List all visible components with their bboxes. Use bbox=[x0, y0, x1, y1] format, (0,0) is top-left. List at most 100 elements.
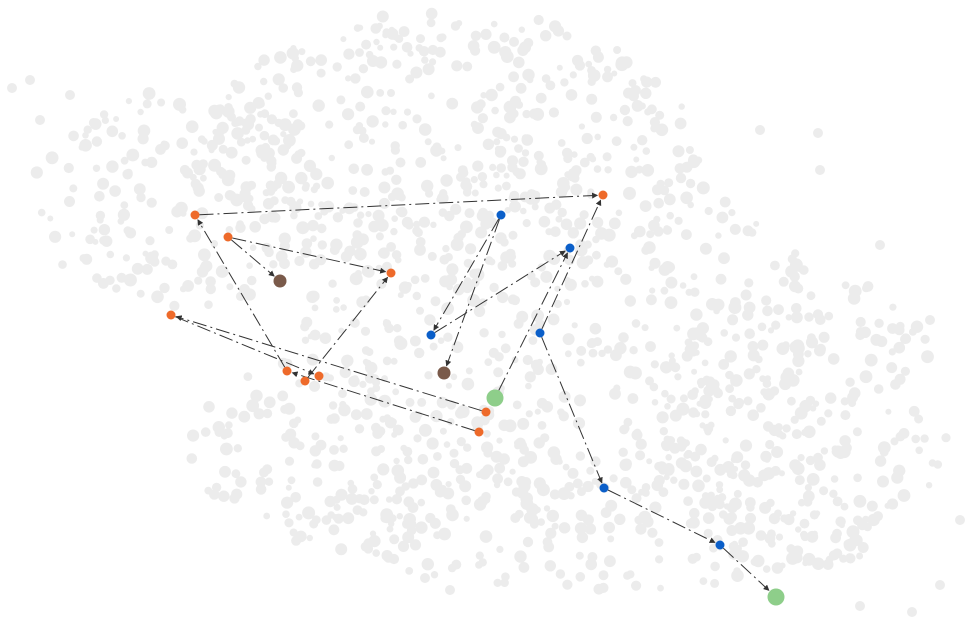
background-node bbox=[109, 185, 121, 197]
background-node bbox=[246, 275, 257, 286]
background-node bbox=[618, 332, 629, 343]
background-node bbox=[477, 496, 488, 506]
background-node bbox=[551, 522, 559, 530]
background-node bbox=[224, 103, 233, 112]
background-node bbox=[544, 560, 556, 572]
background-node bbox=[824, 409, 833, 418]
background-node bbox=[564, 350, 572, 358]
background-node bbox=[681, 229, 692, 241]
background-node bbox=[676, 436, 686, 445]
background-node bbox=[146, 156, 158, 168]
background-node bbox=[123, 273, 137, 287]
background-node bbox=[631, 493, 642, 504]
background-node bbox=[553, 299, 562, 309]
background-node bbox=[449, 458, 460, 469]
background-node bbox=[524, 371, 536, 383]
background-node bbox=[587, 338, 598, 348]
background-node bbox=[510, 513, 521, 523]
background-node bbox=[124, 168, 133, 177]
background-node bbox=[549, 20, 562, 33]
background-node bbox=[415, 521, 428, 534]
background-node bbox=[146, 197, 157, 208]
orange-node bbox=[282, 366, 292, 376]
background-node bbox=[446, 283, 453, 291]
orange-node bbox=[474, 427, 484, 437]
background-node bbox=[575, 244, 588, 257]
background-node bbox=[575, 509, 588, 521]
background-node bbox=[743, 368, 755, 380]
background-node bbox=[827, 353, 840, 365]
background-node bbox=[738, 469, 751, 482]
background-node bbox=[397, 540, 410, 553]
background-node bbox=[131, 262, 144, 275]
background-node bbox=[473, 305, 486, 317]
background-node bbox=[631, 319, 641, 328]
background-node bbox=[471, 101, 484, 114]
background-node bbox=[365, 361, 378, 375]
background-node bbox=[367, 56, 376, 65]
background-node bbox=[514, 550, 527, 563]
background-node bbox=[693, 349, 700, 356]
background-node bbox=[830, 532, 841, 544]
background-node bbox=[355, 48, 364, 57]
background-node bbox=[370, 23, 382, 34]
background-node bbox=[609, 474, 618, 483]
background-node bbox=[231, 488, 243, 500]
background-node bbox=[460, 220, 473, 234]
background-node bbox=[843, 539, 852, 548]
background-node bbox=[715, 273, 727, 285]
background-node bbox=[690, 451, 701, 462]
background-node bbox=[365, 50, 374, 59]
background-node bbox=[145, 236, 155, 246]
background-node bbox=[725, 370, 734, 380]
background-node bbox=[393, 324, 402, 333]
background-node bbox=[532, 363, 544, 376]
background-node bbox=[645, 341, 656, 352]
background-node bbox=[862, 515, 870, 524]
background-node bbox=[302, 506, 316, 520]
background-node bbox=[545, 527, 557, 539]
background-node bbox=[393, 457, 400, 465]
background-node bbox=[614, 267, 623, 276]
background-node bbox=[726, 525, 738, 536]
background-node bbox=[470, 176, 478, 184]
background-node bbox=[762, 388, 775, 401]
background-node bbox=[373, 38, 380, 46]
background-node bbox=[345, 75, 352, 82]
background-node bbox=[890, 437, 899, 446]
background-node bbox=[664, 178, 674, 188]
background-node bbox=[679, 459, 692, 473]
background-node bbox=[554, 285, 561, 292]
background-node bbox=[829, 489, 838, 498]
background-node bbox=[96, 216, 104, 224]
background-node bbox=[92, 164, 101, 172]
background-node bbox=[522, 536, 534, 548]
background-node bbox=[654, 538, 664, 547]
background-node bbox=[738, 537, 748, 547]
background-node bbox=[674, 216, 683, 225]
background-node bbox=[641, 483, 651, 492]
background-node bbox=[286, 196, 296, 207]
background-node bbox=[815, 343, 826, 355]
graph-edge bbox=[291, 371, 475, 432]
background-node bbox=[668, 352, 675, 359]
background-node bbox=[915, 446, 923, 455]
background-node bbox=[390, 145, 400, 155]
background-node bbox=[688, 407, 699, 418]
background-node bbox=[402, 446, 413, 457]
background-node bbox=[674, 117, 687, 130]
background-node bbox=[377, 44, 384, 51]
background-node bbox=[107, 125, 116, 135]
background-node bbox=[792, 354, 805, 368]
background-node bbox=[125, 227, 137, 239]
background-node bbox=[321, 372, 331, 382]
background-node bbox=[812, 309, 824, 320]
background-node bbox=[137, 108, 144, 116]
background-node bbox=[604, 166, 612, 174]
background-node bbox=[421, 179, 434, 193]
background-node bbox=[94, 191, 105, 202]
background-node bbox=[246, 262, 253, 270]
background-node bbox=[835, 516, 846, 527]
background-node bbox=[317, 240, 327, 250]
background-node bbox=[372, 549, 381, 557]
